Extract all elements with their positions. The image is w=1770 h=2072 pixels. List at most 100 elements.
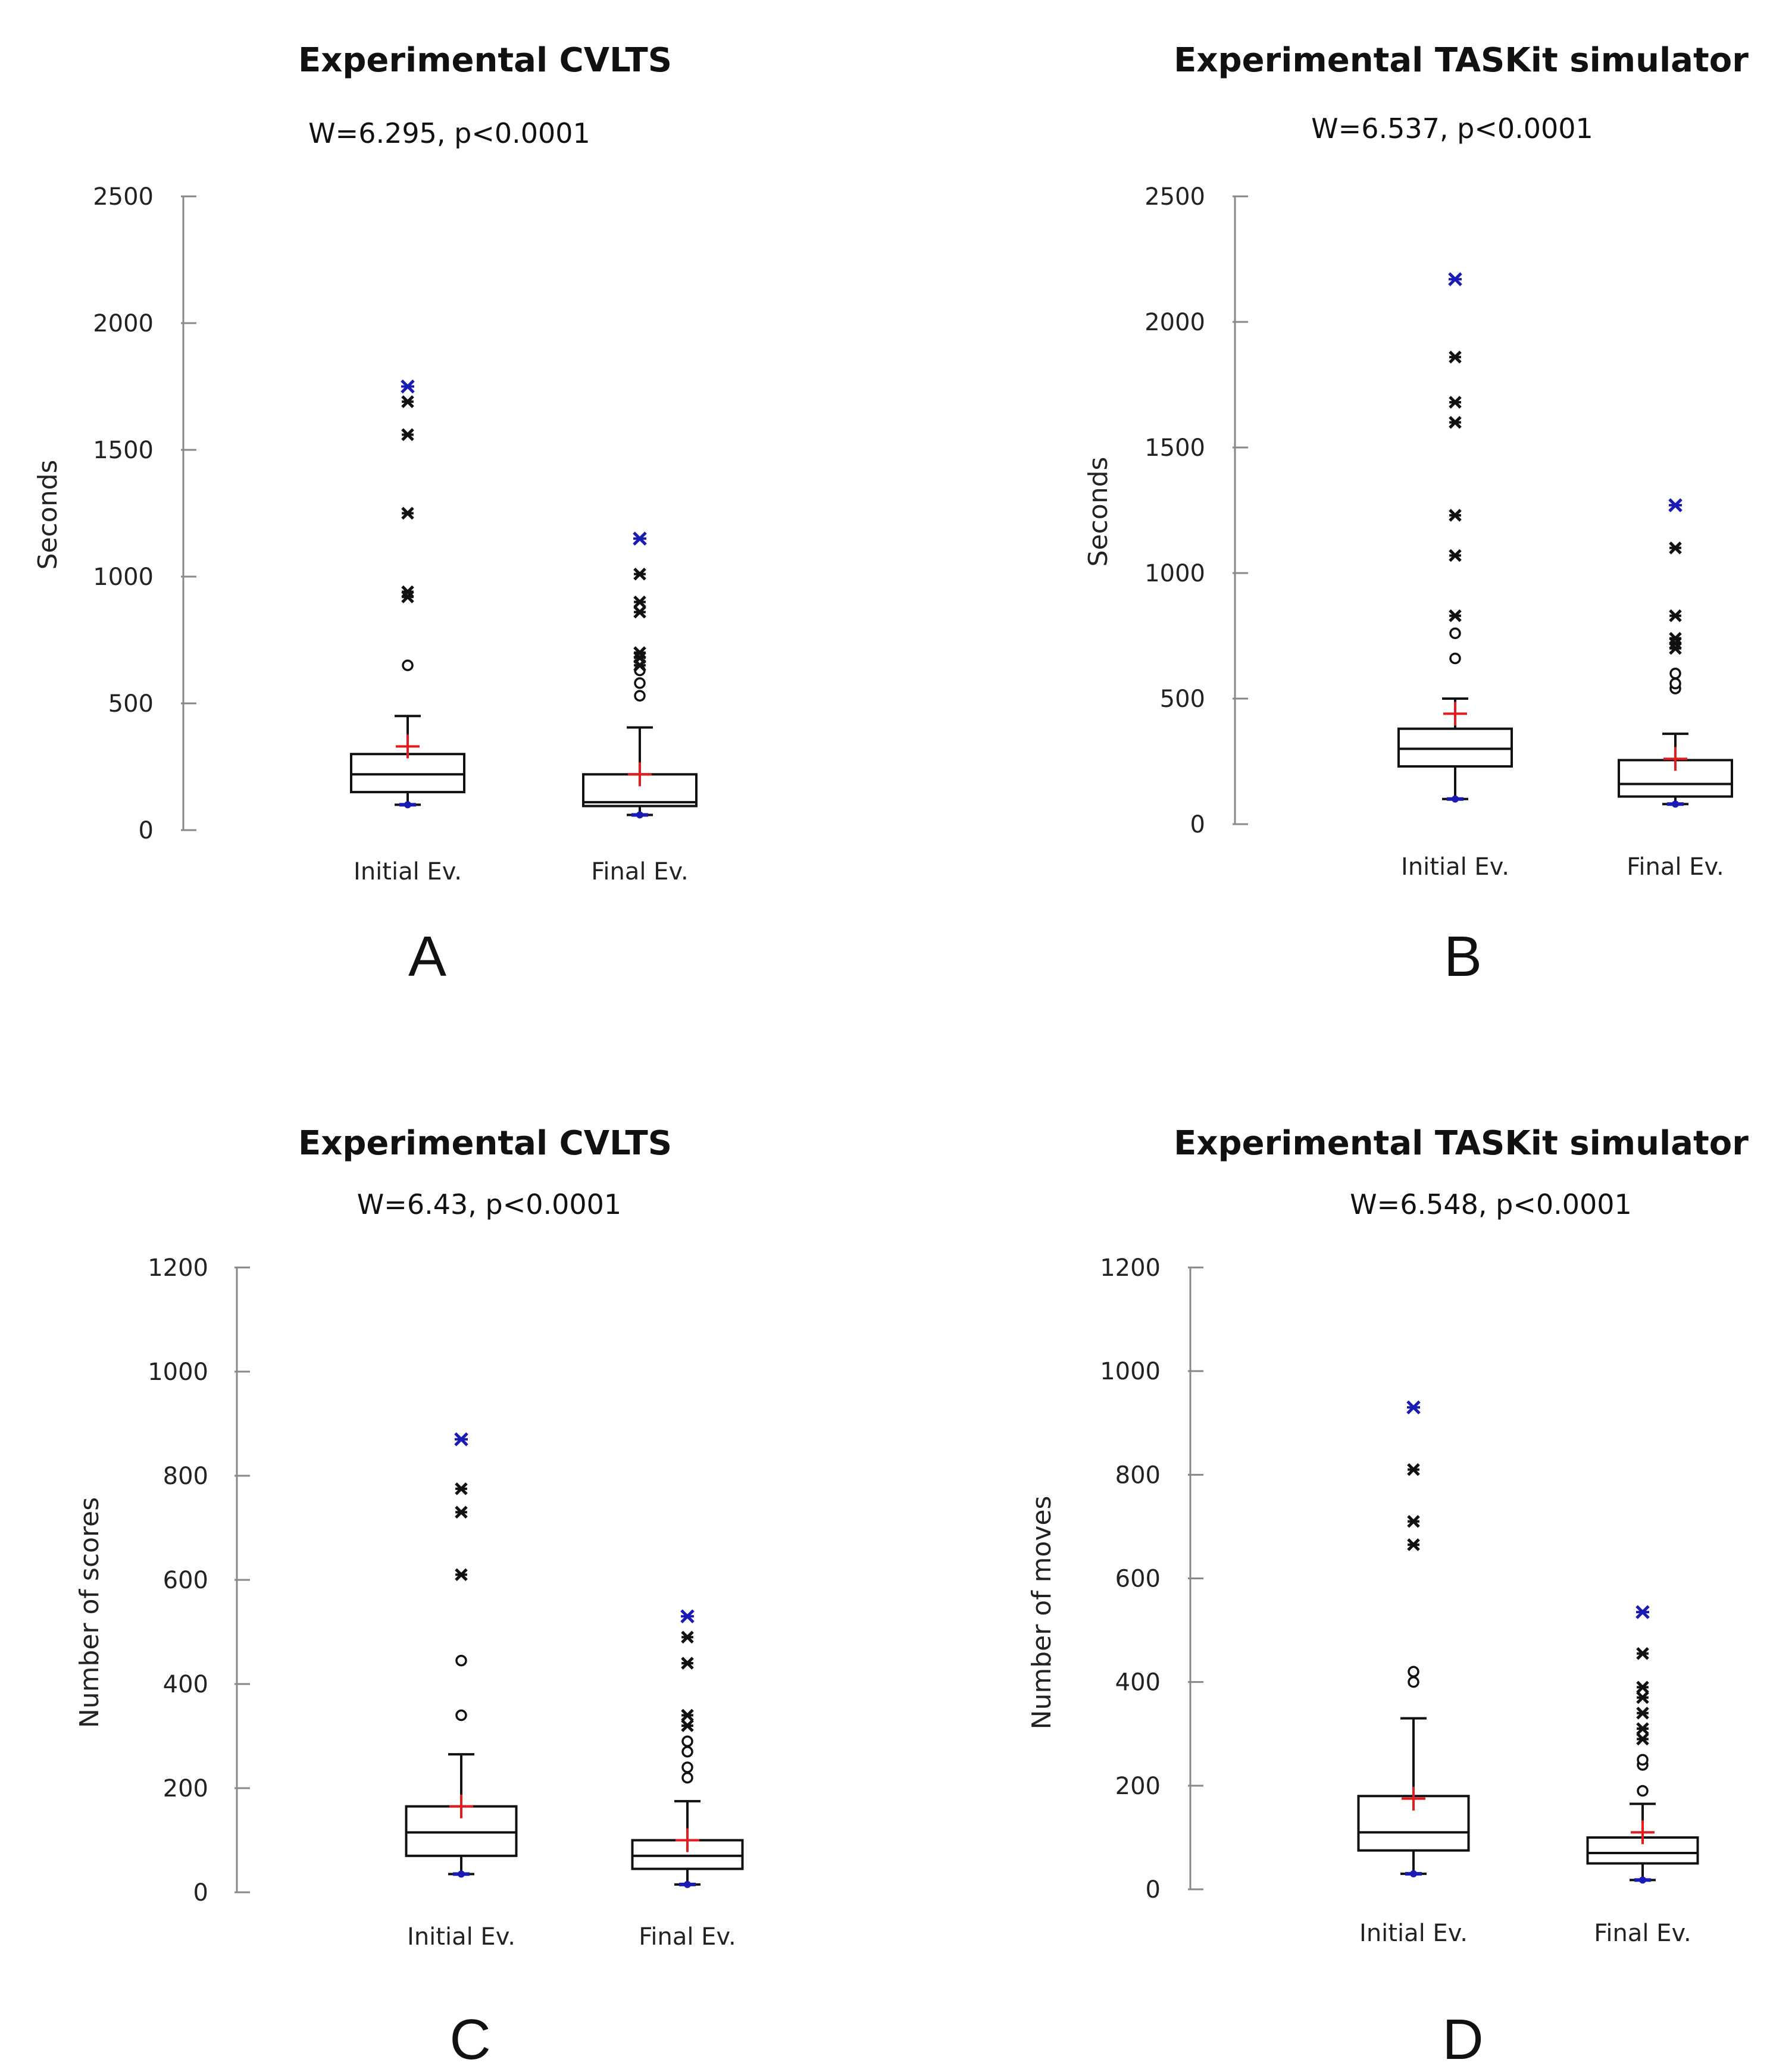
outlier-point xyxy=(1408,1676,1419,1688)
extreme-point xyxy=(401,428,414,442)
panel-d: Experimental TASKit simulator W=6.548, p<… xyxy=(1027,1124,1749,2071)
min-dot xyxy=(1410,1870,1417,1877)
outlier-point xyxy=(681,1735,693,1747)
outlier-point xyxy=(1408,1666,1419,1677)
category-label: Initial Ev. xyxy=(354,858,462,885)
panel-a: Experimental CVLTS W=6.295, p<0.0001 0 500 1… xyxy=(33,41,698,988)
chart-subtitle: W=6.537, p<0.0001 xyxy=(1311,112,1593,145)
box-iqr xyxy=(1397,727,1513,768)
extreme-point xyxy=(633,646,646,659)
extreme-point xyxy=(1669,609,1682,622)
panel-c: Experimental CVLTS W=6.43, p<0.0001 0 200 40… xyxy=(74,1124,744,2071)
y-tick-label: 800 xyxy=(163,1463,208,1490)
outlier-point xyxy=(1449,627,1461,640)
outlier-point xyxy=(1449,652,1461,665)
y-tick-label: 800 xyxy=(1115,1461,1161,1489)
outlier-point xyxy=(1669,677,1681,690)
outlier-point xyxy=(1637,1785,1649,1797)
box-1 xyxy=(350,379,465,809)
y-axis-label: Seconds xyxy=(1083,457,1114,567)
max-point xyxy=(454,1432,468,1447)
box-iqr xyxy=(350,753,465,794)
chart-subtitle: W=6.43, p<0.0001 xyxy=(357,1188,621,1220)
panel-letter: D xyxy=(1442,2008,1483,2071)
y-tick-label: 500 xyxy=(108,690,154,718)
extreme-point xyxy=(633,567,646,581)
outlier-point xyxy=(1669,668,1681,680)
y-tick-label: 2000 xyxy=(1144,309,1205,336)
outlier-point xyxy=(402,659,414,671)
min-dot xyxy=(684,1880,691,1888)
chart-subtitle: W=6.295, p<0.0001 xyxy=(308,117,590,149)
y-axis-label: Number of scores xyxy=(74,1497,105,1728)
box-1 xyxy=(1397,272,1513,803)
min-dot xyxy=(636,811,643,819)
outlier-point xyxy=(455,1654,467,1667)
outlier-point xyxy=(681,1746,693,1758)
extreme-point xyxy=(1449,396,1462,409)
extreme-point xyxy=(1669,631,1682,645)
min-dot xyxy=(1672,800,1679,808)
y-tick-label: 200 xyxy=(1115,1773,1161,1800)
y-tick-label: 600 xyxy=(1115,1566,1161,1593)
box-2 xyxy=(1618,498,1733,808)
box-2 xyxy=(631,1609,744,1888)
extreme-point xyxy=(1449,549,1462,562)
y-tick-label: 1500 xyxy=(1144,434,1205,462)
extreme-point xyxy=(1449,509,1462,522)
y-axis-label: Seconds xyxy=(33,460,63,570)
category-label: Final Ev. xyxy=(1627,853,1724,881)
y-tick-label: 0 xyxy=(193,1879,208,1907)
extreme-point xyxy=(1407,1514,1420,1528)
y-tick-label: 2000 xyxy=(93,310,154,337)
extreme-point xyxy=(681,1719,694,1732)
category-label: Final Ev. xyxy=(639,1923,736,1951)
extreme-point xyxy=(1636,1647,1649,1660)
y-tick-label: 1200 xyxy=(148,1254,208,1282)
y-tick-label: 400 xyxy=(1115,1669,1161,1697)
category-label: Initial Ev. xyxy=(407,1923,515,1951)
extreme-point xyxy=(681,1630,694,1644)
max-point xyxy=(680,1609,695,1624)
y-tick-label: 2500 xyxy=(1144,183,1205,211)
panel-letter: C xyxy=(449,2008,490,2071)
y-tick-label: 1000 xyxy=(1144,560,1205,587)
extreme-point xyxy=(455,1506,468,1519)
y-axis-label: Number of moves xyxy=(1027,1496,1057,1730)
extreme-point xyxy=(455,1568,468,1582)
extreme-point xyxy=(1449,609,1462,622)
extreme-point xyxy=(401,585,414,599)
y-tick-label: 500 xyxy=(1160,686,1205,713)
chart-title: Experimental TASKit simulator xyxy=(1174,1124,1749,1163)
min-dot xyxy=(1452,795,1459,803)
category-label: Final Ev. xyxy=(591,858,688,885)
outlier-point xyxy=(634,677,646,689)
category-label: Initial Ev. xyxy=(1359,1920,1468,1947)
extreme-point xyxy=(633,605,646,619)
chart-title: Experimental TASKit simulator xyxy=(1174,41,1749,80)
extreme-point xyxy=(1449,350,1462,364)
extreme-point xyxy=(1669,542,1682,555)
y-tick-label: 0 xyxy=(1146,1876,1161,1904)
box-1 xyxy=(1357,1400,1470,1877)
extreme-point xyxy=(681,1657,694,1670)
extreme-point xyxy=(1636,1707,1649,1720)
box-2 xyxy=(1586,1605,1699,1884)
y-tick-label: 200 xyxy=(163,1775,208,1802)
extreme-point xyxy=(1407,1463,1420,1476)
chart-title: Experimental CVLTS xyxy=(298,1124,672,1163)
outlier-point xyxy=(455,1709,467,1722)
extreme-point xyxy=(1449,416,1462,429)
extreme-point xyxy=(401,395,414,408)
outlier-point xyxy=(681,1761,693,1773)
extreme-point xyxy=(1407,1538,1420,1551)
panel-letter: A xyxy=(408,925,446,988)
min-dot xyxy=(458,1870,465,1878)
category-label: Final Ev. xyxy=(1594,1920,1691,1947)
y-tick-label: 600 xyxy=(163,1567,208,1594)
y-tick-label: 1200 xyxy=(1100,1254,1161,1282)
category-label: Initial Ev. xyxy=(1401,853,1509,881)
outlier-point xyxy=(681,1771,693,1784)
max-point xyxy=(633,531,647,546)
